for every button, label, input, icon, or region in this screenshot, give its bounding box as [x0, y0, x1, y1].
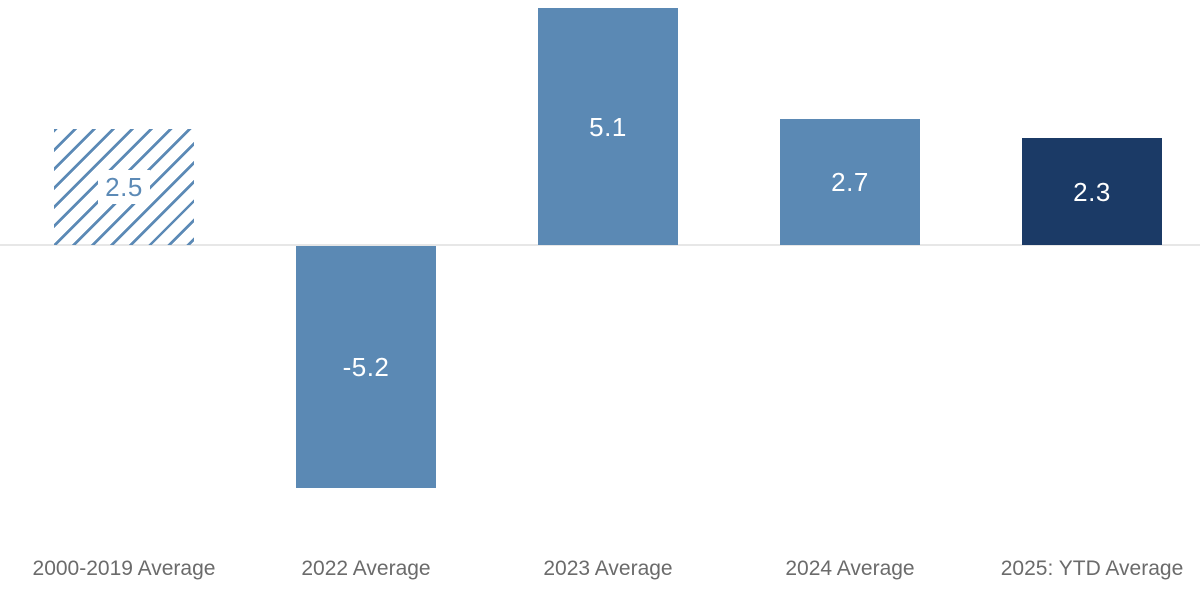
bar-2023-average: 5.1: [538, 8, 678, 245]
x-axis-label: 2000-2019 Average: [32, 557, 216, 580]
zero-baseline-axis: [0, 244, 1200, 246]
x-axis-label: 2023 Average: [543, 557, 673, 580]
bar-2022-average: -5.2: [296, 246, 436, 488]
x-axis-label: 2024 Average: [785, 557, 915, 580]
bar-value-label: 2.7: [831, 167, 869, 197]
x-axis-label: 2025: YTD Average: [1000, 557, 1184, 580]
bar-value-label: 2.3: [1073, 176, 1111, 207]
bar-value-label: 2.5: [98, 170, 150, 204]
bar-2025-ytd-average: 2.3: [1022, 138, 1162, 245]
bar-2000-2019-average: 2.5: [54, 129, 194, 245]
bar-2024-average: 2.7: [780, 119, 920, 245]
bar-value-label: 5.1: [589, 111, 627, 142]
bar-value-label: -5.2: [342, 352, 390, 382]
x-axis-label: 2022 Average: [301, 557, 431, 580]
